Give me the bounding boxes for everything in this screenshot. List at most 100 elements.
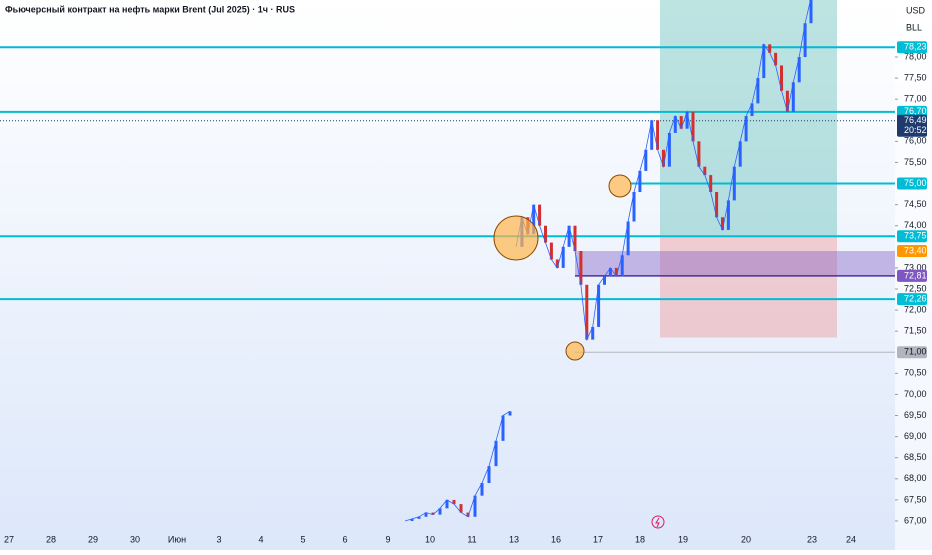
candle	[438, 508, 442, 515]
candle	[744, 116, 748, 142]
candle	[417, 516, 421, 519]
unit: BLL	[906, 22, 922, 32]
candle	[685, 111, 689, 129]
candle	[738, 141, 742, 167]
candle	[803, 23, 807, 57]
candle	[544, 225, 547, 243]
price-tick-label: 75,50	[904, 157, 927, 167]
level-badge	[897, 41, 927, 54]
candle	[644, 149, 648, 171]
candle	[662, 149, 665, 167]
candle	[608, 267, 612, 277]
candle	[585, 284, 589, 340]
price-tick-label: 73,00	[904, 262, 927, 272]
price-tick-label: 72,50	[904, 283, 927, 293]
price-tick-label: 70,00	[904, 389, 927, 399]
time-label: 4	[258, 534, 263, 544]
countdown: 20:52	[904, 125, 927, 135]
candle	[487, 466, 491, 484]
stop-zone	[660, 234, 837, 338]
price-tick-label: 74,50	[904, 199, 927, 209]
candle	[756, 78, 760, 104]
time-label: 29	[88, 534, 98, 544]
level-label: 71,00	[904, 347, 927, 357]
price-tick-label: 67,00	[904, 515, 927, 525]
zone-badge	[897, 269, 927, 282]
price-tick-label: 69,00	[904, 431, 927, 441]
candle	[656, 120, 660, 150]
candle	[466, 512, 470, 517]
candle	[679, 116, 683, 129]
time-label: 6	[342, 534, 347, 544]
candle	[549, 242, 553, 260]
price-tick-label: 69,50	[904, 410, 927, 420]
time-label: 9	[385, 534, 390, 544]
title: Фьючерсный контракт на нефть марки Brent…	[5, 4, 295, 14]
candle	[614, 267, 618, 277]
marker-circle	[493, 215, 539, 261]
candle	[762, 44, 766, 79]
level-label: 76,70	[904, 106, 927, 116]
candle	[791, 82, 795, 112]
candle	[673, 116, 677, 133]
candle	[508, 411, 512, 416]
candle	[538, 204, 542, 226]
candle	[573, 225, 577, 252]
candle	[809, 0, 813, 24]
candle	[532, 204, 536, 235]
time-label: 20	[741, 534, 751, 544]
time-label: Июн	[168, 534, 186, 544]
price-tick-label: 72,00	[904, 304, 927, 314]
candle	[780, 65, 783, 91]
level-badge	[897, 293, 927, 306]
candle	[703, 166, 707, 176]
time-label: 3	[216, 534, 221, 544]
candle	[555, 259, 559, 268]
candle	[768, 44, 772, 53]
price-tick-label: 76,00	[904, 136, 927, 146]
zone-label: 72,81	[904, 270, 927, 280]
candle	[721, 217, 724, 230]
candle	[726, 200, 730, 230]
candle	[494, 440, 498, 467]
level-badge	[897, 346, 927, 359]
zone-badge	[897, 245, 927, 258]
price-tick-label: 67,50	[904, 494, 927, 504]
price-tick-label: 74,00	[904, 220, 927, 230]
price-tick-label: 77,50	[904, 72, 927, 82]
candle	[445, 499, 449, 509]
candle	[424, 512, 428, 517]
event-bolt	[655, 517, 660, 528]
marker-circle	[608, 174, 632, 198]
candle	[480, 483, 484, 496]
event-icon[interactable]	[651, 515, 665, 529]
level-badge	[897, 230, 927, 243]
candle	[410, 518, 414, 521]
price-tick-label: 68,50	[904, 452, 927, 462]
price-tick-label: 71,50	[904, 326, 927, 336]
candle	[667, 132, 671, 167]
candle	[750, 103, 754, 117]
time-label: 30	[130, 534, 140, 544]
candle	[632, 191, 636, 222]
price-tick-label: 68,00	[904, 473, 927, 483]
time-label: 24	[846, 534, 856, 544]
time-label: 5	[300, 534, 305, 544]
candle	[650, 120, 654, 150]
candle	[626, 221, 630, 256]
zone-label: 73,40	[904, 245, 927, 255]
marker-circle	[565, 341, 585, 361]
time-label: 11	[467, 534, 476, 544]
time-label: 16	[551, 534, 561, 544]
time-label: 17	[593, 534, 603, 544]
candle	[732, 166, 736, 201]
candle	[459, 504, 463, 513]
candle	[691, 111, 695, 142]
price-tick-label: 78,00	[904, 51, 927, 61]
time-label: 18	[635, 534, 645, 544]
candle	[473, 495, 477, 517]
price-tick-label: 70,50	[904, 368, 927, 378]
level-label: 72,26	[904, 293, 927, 303]
